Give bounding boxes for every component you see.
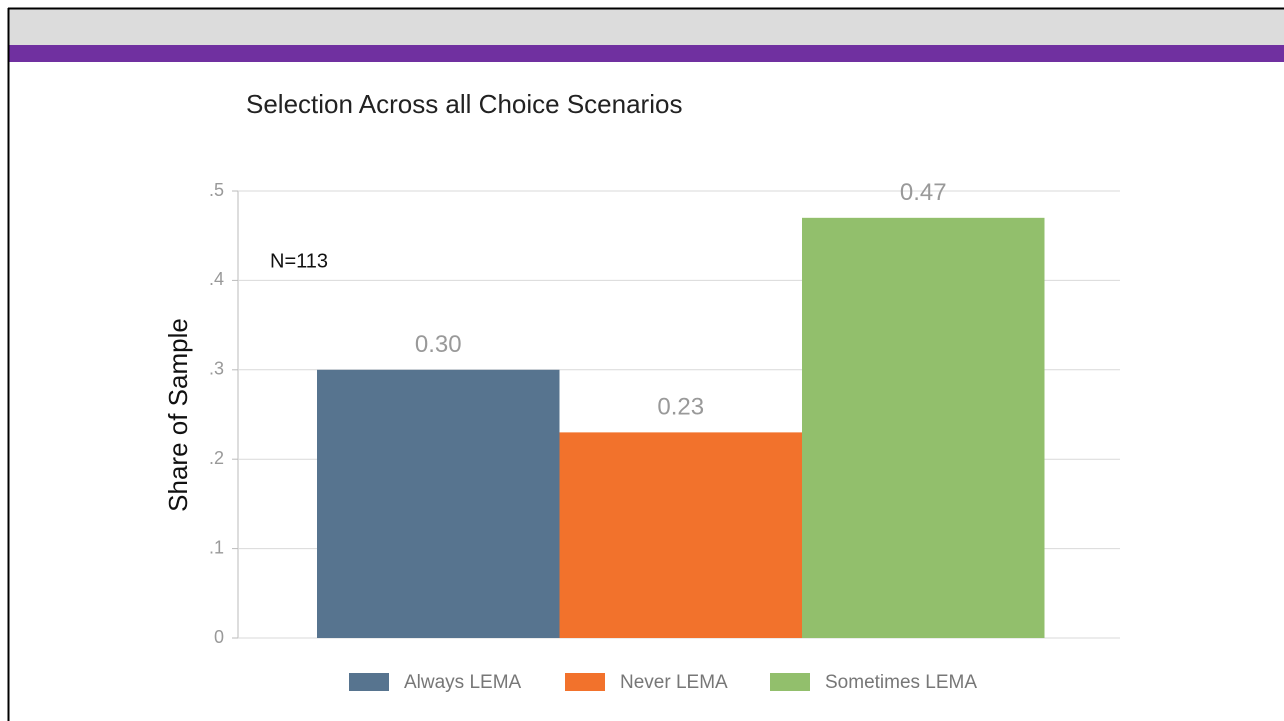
header-bar [9, 9, 1284, 46]
chart-title: Selection Across all Choice Scenarios [246, 89, 682, 119]
accent-band [9, 45, 1284, 62]
y-tick-label: .2 [209, 448, 224, 468]
y-tick-label: .1 [209, 537, 224, 557]
data-label: 0.47 [900, 179, 947, 206]
y-tick-label: .4 [209, 269, 224, 289]
data-label: 0.23 [657, 394, 704, 421]
bar [802, 217, 1045, 638]
bar [317, 369, 560, 638]
legend-swatch [770, 673, 810, 691]
y-tick-label: 0 [214, 627, 224, 647]
data-label: 0.30 [415, 331, 462, 358]
legend-label: Sometimes LEMA [825, 672, 977, 693]
y-tick-label: .3 [209, 359, 224, 379]
y-tick-label: .5 [209, 180, 224, 200]
y-axis-label: Share of Sample [163, 318, 193, 512]
bar [559, 432, 802, 638]
legend-swatch [565, 673, 605, 691]
legend-swatch [349, 673, 389, 691]
legend-label: Never LEMA [620, 672, 728, 693]
legend-label: Always LEMA [404, 672, 522, 693]
annotation: N=113 [270, 250, 328, 272]
